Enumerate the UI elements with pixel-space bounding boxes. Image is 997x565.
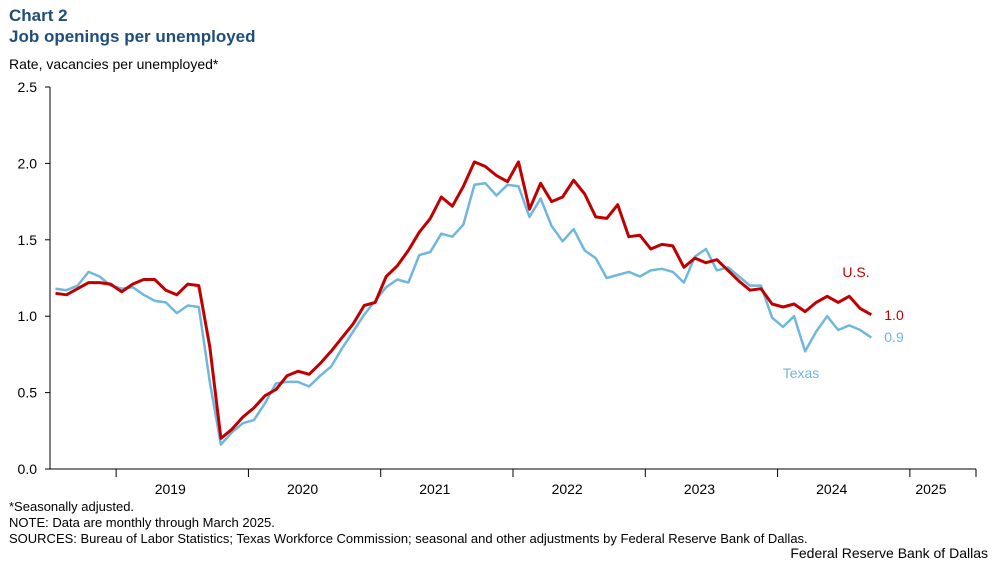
footnote-seasonal: *Seasonally adjusted. [9, 499, 135, 514]
footnote-data-note: NOTE: Data are monthly through March 202… [9, 515, 275, 530]
x-axis-ticks: 2019 2020 2021 2022 2023 2024 2025 [115, 469, 977, 497]
x-tick-label-2020: 2020 [287, 481, 318, 497]
x-tick-label-2023: 2023 [684, 481, 715, 497]
series-lines [55, 160, 873, 446]
series-name-label-texas: Texas [783, 365, 820, 381]
end-value-label-texas: 0.9 [884, 329, 904, 345]
chart-title: Job openings per unemployed [9, 27, 256, 46]
y-axis-title: Rate, vacancies per unemployed* [9, 56, 219, 72]
y-tick-label: 0.0 [18, 461, 38, 477]
x-tick-label-2024: 2024 [816, 481, 847, 497]
y-tick-label: 1.5 [18, 232, 38, 248]
chart-number: Chart 2 [9, 6, 68, 25]
y-tick-label: 1.0 [18, 308, 38, 324]
x-tick-label-2025: 2025 [915, 481, 946, 497]
x-tick-label-2019: 2019 [155, 481, 186, 497]
footnote-sources: SOURCES: Bureau of Labor Statistics; Tex… [9, 531, 808, 546]
y-tick-label: 2.0 [18, 155, 38, 171]
end-value-label-us: 1.0 [884, 307, 904, 323]
y-tick-label: 2.5 [18, 79, 38, 95]
series-labels: 1.0 U.S. 0.9 Texas [783, 264, 904, 381]
series-line-us [55, 160, 873, 440]
y-axis-ticks: 0.0 0.5 1.0 1.5 2.0 2.5 [18, 79, 50, 477]
y-tick-label: 0.5 [18, 385, 38, 401]
x-tick-label-2021: 2021 [419, 481, 450, 497]
x-tick-label-2022: 2022 [552, 481, 583, 497]
publisher-credit: Federal Reserve Bank of Dallas [790, 545, 988, 561]
axes [49, 87, 976, 470]
series-line-texas [55, 182, 873, 446]
series-name-label-us: U.S. [842, 264, 869, 280]
